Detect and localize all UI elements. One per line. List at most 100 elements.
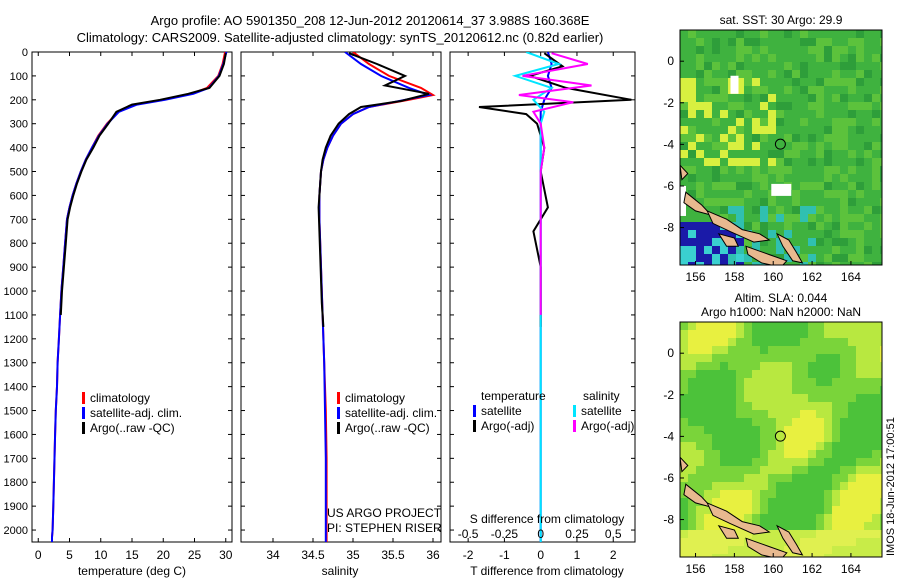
depth-tick-label: 200: [10, 95, 28, 107]
map-cell: [808, 246, 816, 254]
map-cell: [720, 254, 728, 262]
map-cell: [816, 30, 824, 38]
map-cell: [712, 230, 720, 238]
x-tick-label: 25: [188, 548, 202, 562]
map-cell: [800, 426, 808, 434]
map-cell: [872, 546, 880, 554]
map-cell: [824, 506, 832, 514]
lat-tick-label: -2: [663, 96, 674, 110]
sal-legend-label-climatology: climatology: [345, 391, 405, 405]
map-cell: [736, 482, 744, 490]
lat-tick-label: -2: [663, 388, 674, 402]
map-cell: [744, 214, 752, 222]
map-cell: [760, 102, 768, 110]
map-cell: [784, 38, 792, 46]
map-cell: [792, 434, 800, 442]
lat-tick-label: -4: [663, 137, 674, 151]
map-cell: [824, 134, 832, 142]
map-cell: [824, 522, 832, 530]
map-cell: [856, 134, 864, 142]
map-cell: [792, 410, 800, 418]
map-cell: [704, 62, 712, 70]
map-cell: [800, 254, 808, 262]
map-cell: [688, 118, 696, 126]
map-cell: [696, 394, 704, 402]
map-cell: [728, 30, 736, 38]
map-cell: [752, 150, 760, 158]
map-cell: [680, 110, 688, 118]
map-cell: [720, 110, 728, 118]
map-cell: [704, 262, 712, 265]
map-cell: [880, 418, 882, 426]
map-cell: [736, 198, 744, 206]
map-cell: [752, 94, 760, 102]
map-cell: [784, 450, 792, 458]
map-cell: [792, 394, 800, 402]
map-cell: [808, 102, 816, 110]
legend-swatch-t-argo: [473, 420, 476, 432]
map-cell: [712, 402, 720, 410]
map-cell: [824, 530, 832, 538]
map-cell: [864, 418, 872, 426]
map-cell: [880, 466, 882, 474]
map-cell: [744, 386, 752, 394]
map-cell: [872, 394, 880, 402]
map-cell: [752, 418, 760, 426]
depth-tick-label: 1700: [4, 453, 28, 465]
map-cell: [704, 522, 712, 530]
map-cell: [816, 354, 824, 362]
map-cell: [720, 102, 728, 110]
map-cell: [744, 426, 752, 434]
map-cell: [712, 458, 720, 466]
map-cell: [864, 466, 872, 474]
map-cell: [736, 498, 744, 506]
map-cell: [720, 402, 728, 410]
map-cell: [848, 354, 856, 362]
map-cell: [744, 86, 752, 94]
map-cell: [816, 54, 824, 62]
map-cell: [808, 38, 816, 46]
map-cell: [736, 546, 744, 554]
map-cell: [808, 458, 816, 466]
map-cell: [760, 158, 768, 166]
map-cell: [752, 38, 760, 46]
map-cell: [800, 418, 808, 426]
x-tick-label: 0: [537, 548, 544, 562]
map-cell: [752, 206, 760, 214]
map-cell: [688, 418, 696, 426]
map-cell: [744, 182, 752, 190]
map-cell: [824, 418, 832, 426]
map-cell: [712, 418, 720, 426]
map-cell: [872, 522, 880, 530]
map-cell: [800, 230, 808, 238]
map-cell: [848, 418, 856, 426]
sal-legend-swatch-argo: [337, 422, 340, 434]
map-cell: [712, 86, 720, 94]
map-cell: [696, 506, 704, 514]
map-cell: [816, 190, 824, 198]
map-cell: [680, 442, 688, 450]
map-cell: [832, 538, 840, 546]
map-cell: [808, 386, 816, 394]
map-cell: [792, 474, 800, 482]
map-cell: [808, 546, 816, 554]
map-cell: [824, 330, 832, 338]
map-cell: [840, 386, 848, 394]
map-cell: [760, 38, 768, 46]
map-cell: [736, 214, 744, 222]
map-cell: [720, 474, 728, 482]
map-cell: [848, 174, 856, 182]
map-cell: [864, 482, 872, 490]
map-cell: [880, 182, 882, 190]
map-cell: [784, 506, 792, 514]
x-tick-label: 35.5: [381, 548, 405, 562]
legend-label-satellite: satellite-adj. clim.: [90, 406, 182, 420]
map-cell: [776, 442, 784, 450]
map-cell: [728, 434, 736, 442]
map-cell: [752, 54, 760, 62]
map-cell: [680, 410, 688, 418]
map-cell: [744, 158, 752, 166]
map-cell: [832, 166, 840, 174]
map-cell: [720, 538, 728, 546]
map-cell: [880, 238, 882, 246]
